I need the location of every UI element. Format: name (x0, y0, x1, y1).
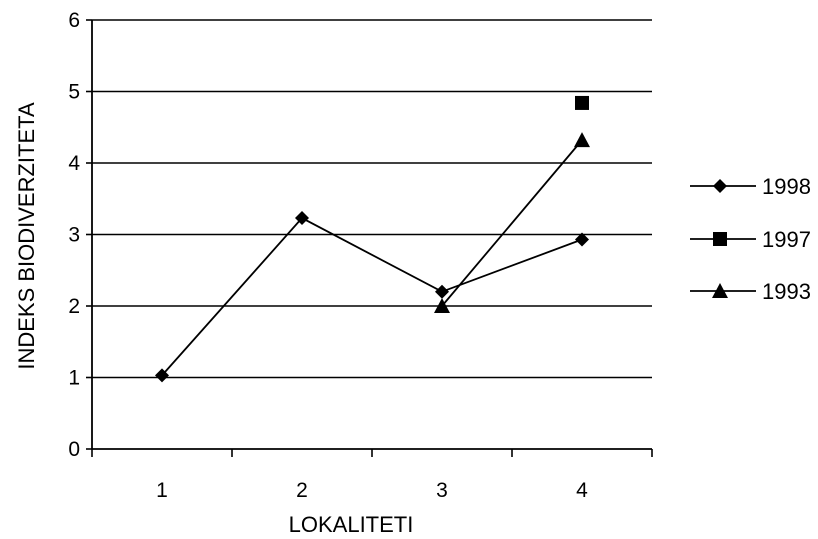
legend-marker (712, 283, 728, 298)
y-tick-labels: 0 1 2 3 4 5 6 (68, 9, 80, 461)
series-line-1998 (161, 216, 583, 376)
y-axis-label: INDEKS BIODIVERZITETA (14, 102, 39, 370)
y-tick-label: 6 (68, 9, 80, 32)
y-tick-label: 1 (68, 367, 80, 390)
legend-item-1997: 1997 (690, 227, 811, 252)
legend-label: 1997 (762, 227, 811, 252)
data-point-1993 (434, 298, 450, 313)
y-tick-label: 0 (68, 438, 80, 461)
data-point-1998 (155, 368, 169, 383)
data-point-1998 (435, 284, 449, 299)
series-group (155, 95, 590, 383)
legend-label: 1993 (762, 279, 811, 304)
data-point-1998 (575, 232, 589, 247)
legend-marker (713, 179, 727, 193)
legend-item-1993: 1993 (690, 279, 811, 304)
legend: 1998 1997 1993 (690, 174, 811, 304)
x-tick-label: 4 (576, 479, 588, 502)
y-tick-label: 5 (68, 81, 80, 104)
legend-marker (713, 232, 727, 246)
series-1993 (434, 132, 590, 313)
series-line-1993 (441, 139, 583, 307)
series-1997 (575, 95, 589, 110)
y-tick-label: 2 (68, 295, 80, 318)
y-tick-label: 4 (68, 152, 80, 175)
data-point-1998 (295, 211, 309, 226)
x-tick-label: 2 (296, 479, 308, 502)
legend-item-1998: 1998 (690, 174, 811, 199)
x-tick-label: 1 (156, 479, 168, 502)
data-point-1993 (574, 132, 590, 148)
data-point-1997 (575, 95, 589, 110)
x-tick-labels: 1 2 3 4 (156, 479, 588, 502)
x-tick-label: 3 (436, 479, 448, 502)
x-axis-label: LOKALITETI (289, 512, 414, 537)
series-1998 (155, 211, 589, 383)
legend-label: 1998 (762, 174, 811, 199)
y-tick-label: 3 (68, 224, 80, 247)
gridlines (92, 19, 652, 379)
axes (86, 19, 653, 457)
